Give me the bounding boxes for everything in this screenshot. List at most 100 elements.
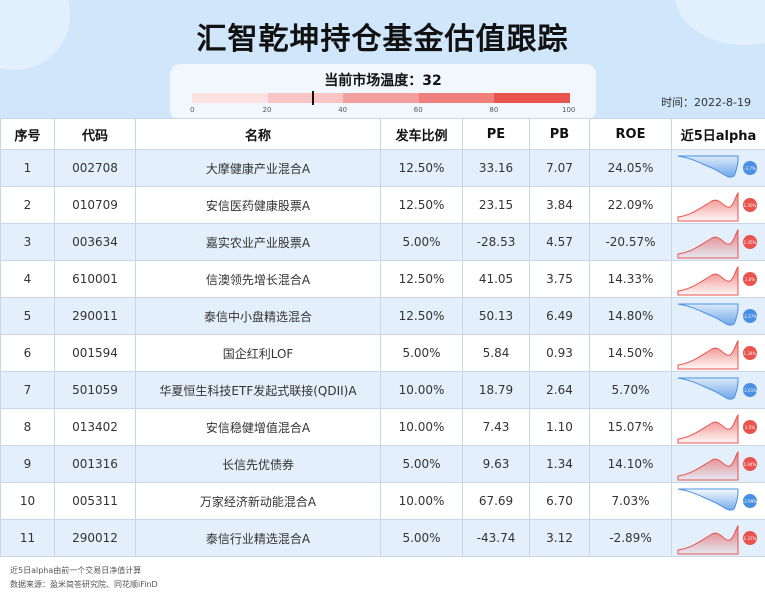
- cell-code: 001316: [54, 445, 136, 483]
- sparkline-area: [677, 228, 739, 259]
- alpha-value: 1.6%: [745, 277, 755, 282]
- sparkline-area: [677, 377, 739, 400]
- cell-roe: 15.07%: [589, 408, 672, 446]
- col-header-ratio[interactable]: 发车比例: [380, 118, 463, 150]
- footer-note: 近5日alpha由前一个交易日净值计算: [10, 566, 142, 575]
- alpha-badge: [743, 383, 757, 397]
- cell-no: 9: [0, 445, 55, 483]
- cell-code: 003634: [54, 223, 136, 261]
- cell-roe: 14.50%: [589, 334, 672, 372]
- cell-ratio: 12.50%: [380, 186, 463, 224]
- alpha-badge: [743, 161, 757, 175]
- cell-code: 002708: [54, 149, 136, 187]
- cell-roe: 24.05%: [589, 149, 672, 187]
- cell-no: 6: [0, 334, 55, 372]
- cell-name: 嘉实农业产业股票A: [135, 223, 381, 261]
- col-header-roe[interactable]: ROE: [589, 118, 672, 150]
- col-header-code[interactable]: 代码: [54, 118, 136, 150]
- cell-ratio: 5.00%: [380, 445, 463, 483]
- cell-pe: 9.63: [462, 445, 530, 483]
- table-row[interactable]: 11 290012 泰信行业精选混合A 5.00% -43.74 3.12 -2.89% 1.…: [0, 519, 765, 557]
- alpha-badge: [743, 531, 757, 545]
- cell-name: 泰信中小盘精选混合: [135, 297, 381, 335]
- alpha-badge: [743, 494, 757, 508]
- cell-ratio: 10.00%: [380, 482, 463, 520]
- alpha-value: 1.45%: [744, 240, 757, 245]
- table-row[interactable]: 1 002708 大摩健康产业混合A 12.50% 33.16 7.07 24.05% -3.…: [0, 149, 765, 187]
- cell-no: 2: [0, 186, 55, 224]
- col-header-no[interactable]: 序号: [0, 118, 55, 150]
- alpha-badge: [743, 346, 757, 360]
- alpha-badge: [743, 309, 757, 323]
- cell-roe: 5.70%: [589, 371, 672, 409]
- sparkline-area: [677, 488, 739, 511]
- cell-code: 001594: [54, 334, 136, 372]
- temperature-tick: 100: [562, 106, 576, 114]
- cell-pe: 50.13: [462, 297, 530, 335]
- cell-name: 大摩健康产业混合A: [135, 149, 381, 187]
- alpha-sparkline: -2.99%: [671, 482, 765, 520]
- temperature-label: 当前市场温度：32: [324, 73, 442, 89]
- table-row[interactable]: 10 005311 万家经济新动能混合A 10.00% 67.69 6.70 7.03% -2…: [0, 482, 765, 520]
- table-row[interactable]: 5 290011 泰信中小盘精选混合 12.50% 50.13 6.49 14.80% -2.…: [0, 297, 765, 335]
- alpha-value: 1.04%: [744, 462, 757, 467]
- cell-no: 4: [0, 260, 55, 298]
- sparkline-area: [677, 413, 739, 444]
- cell-pb: 2.64: [529, 371, 590, 409]
- col-header-pe[interactable]: PE: [462, 118, 530, 150]
- temperature-tick: 20: [262, 106, 272, 114]
- alpha-sparkline: 1.04%: [671, 445, 765, 483]
- table-row[interactable]: 6 001594 国企红利LOF 5.00% 5.84 0.93 14.50% 1.34%: [0, 334, 765, 372]
- cell-pe: 67.69: [462, 482, 530, 520]
- cell-roe: -20.57%: [589, 223, 672, 261]
- cell-ratio: 5.00%: [380, 223, 463, 261]
- cell-code: 610001: [54, 260, 136, 298]
- cell-no: 3: [0, 223, 55, 261]
- cell-ratio: 12.50%: [380, 149, 463, 187]
- col-header-name[interactable]: 名称: [135, 118, 381, 150]
- sparkline-area: [677, 191, 739, 222]
- alpha-sparkline: -2.01%: [671, 371, 765, 409]
- alpha-value: 3.5%: [745, 425, 755, 430]
- alpha-badge: [743, 198, 757, 212]
- cell-no: 7: [0, 371, 55, 409]
- cell-ratio: 10.00%: [380, 371, 463, 409]
- sparkline-area: [677, 303, 739, 326]
- alpha-sparkline: 1.20%: [671, 186, 765, 224]
- header: 汇智乾坤持仓基金估值跟踪 当前市场温度：32 0 20 40 60 80 100…: [0, 0, 765, 118]
- alpha-sparkline: -3.7%: [671, 149, 765, 187]
- cell-pe: 23.15: [462, 186, 530, 224]
- alpha-badge: [743, 420, 757, 434]
- cell-pe: -28.53: [462, 223, 530, 261]
- alpha-sparkline: 3.5%: [671, 408, 765, 446]
- alpha-value: 1.37%: [744, 536, 757, 541]
- cell-pb: 3.75: [529, 260, 590, 298]
- col-header-pb[interactable]: PB: [529, 118, 590, 150]
- table-row[interactable]: 7 501059 华夏恒生科技ETF发起式联接(QDII)A 10.00% 18.79 2…: [0, 371, 765, 409]
- cell-code: 010709: [54, 186, 136, 224]
- cell-ratio: 12.50%: [380, 260, 463, 298]
- cell-roe: 14.10%: [589, 445, 672, 483]
- table-row[interactable]: 4 610001 信澳领先增长混合A 12.50% 41.05 3.75 14.33% 1.6…: [0, 260, 765, 298]
- table-row[interactable]: 3 003634 嘉实农业产业股票A 5.00% -28.53 4.57 -20.57% 1.…: [0, 223, 765, 261]
- cell-roe: -2.89%: [589, 519, 672, 557]
- cell-code: 290011: [54, 297, 136, 335]
- cell-name: 安信医药健康股票A: [135, 186, 381, 224]
- alpha-sparkline: 1.37%: [671, 519, 765, 557]
- cell-name: 长信先优债券: [135, 445, 381, 483]
- sparkline-area: [677, 524, 739, 555]
- cell-no: 5: [0, 297, 55, 335]
- alpha-badge: [743, 235, 757, 249]
- cell-pe: 18.79: [462, 371, 530, 409]
- sparkline-area: [677, 450, 739, 481]
- cell-no: 1: [0, 149, 55, 187]
- table-row[interactable]: 8 013402 安信稳健增值混合A 10.00% 7.43 1.10 15.07% 3.5%: [0, 408, 765, 446]
- cell-ratio: 10.00%: [380, 408, 463, 446]
- table-row[interactable]: 2 010709 安信医药健康股票A 12.50% 23.15 3.84 22.09% 1.2…: [0, 186, 765, 224]
- cell-roe: 14.33%: [589, 260, 672, 298]
- table-row[interactable]: 9 001316 长信先优债券 5.00% 9.63 1.34 14.10% 1.04%: [0, 445, 765, 483]
- temperature-tick: 0: [190, 106, 195, 114]
- col-header-alpha[interactable]: 近5日alpha: [671, 118, 765, 150]
- cell-name: 华夏恒生科技ETF发起式联接(QDII)A: [135, 371, 381, 409]
- footer-source: 数据来源：盈米简答研究院、同花顺iFinD: [10, 580, 158, 589]
